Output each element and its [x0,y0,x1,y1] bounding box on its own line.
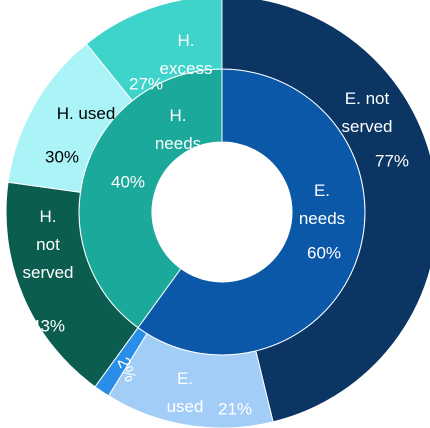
outer-segment [85,0,223,102]
inner-label-line: needs [155,134,201,153]
inner-value-label: 40% [111,172,145,191]
outer-value-label: 27% [129,74,163,93]
outer-label-line: H. used [57,104,116,123]
outer-label-line: served [22,263,73,282]
outer-label-line: not [36,235,60,254]
outer-label-line: served [341,117,392,136]
outer-value-label: 43% [31,316,65,335]
outer-label: E. not served [341,89,392,136]
outer-label-line: H. [40,207,57,226]
outer-label: H. not served [22,207,73,282]
outer-segment [221,0,430,423]
outer-label: H. used [57,104,116,123]
outer-label-line: used [167,397,204,416]
inner-value-label: 60% [307,243,341,262]
inner-label-line: E. [314,181,330,200]
outer-value-label: 77% [375,151,409,170]
outer-label-line: E. not [345,89,390,108]
outer-value-label: 21% [218,399,252,418]
inner-label: H. needs [155,106,201,153]
inner-label: E. needs [299,181,345,228]
outer-label-line: H. [178,31,195,50]
outer-label: H. excess [160,31,213,78]
outer-label-line: excess [160,59,213,78]
inner-label-line: needs [299,209,345,228]
inner-label-line: H. [170,106,187,125]
outer-label: E. used [167,369,204,416]
outer-label-line: E. [177,369,193,388]
outer-value-label: 30% [45,147,79,166]
